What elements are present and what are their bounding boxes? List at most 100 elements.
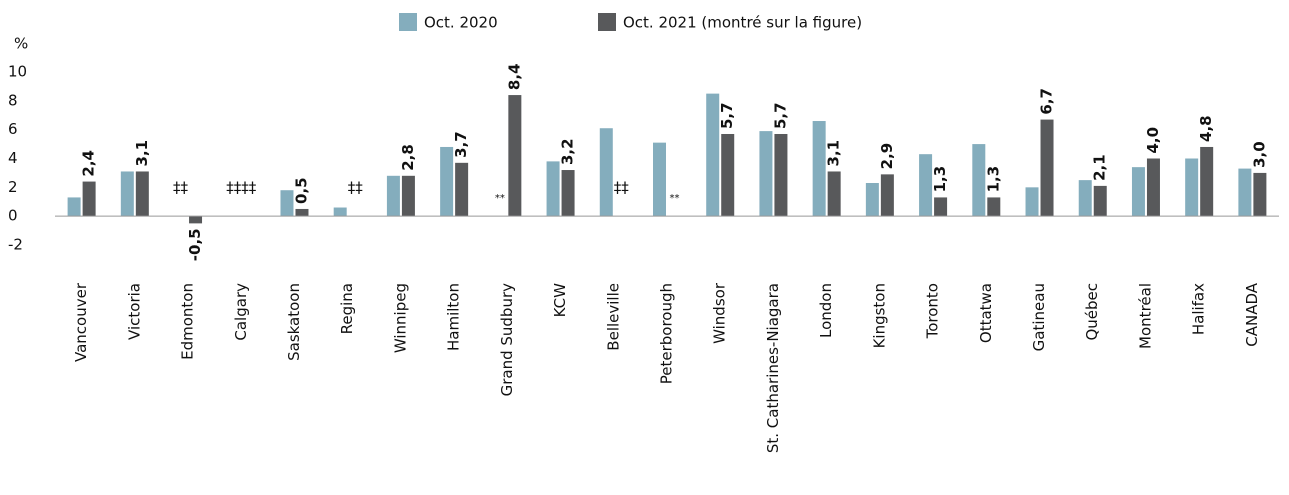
bar [972,144,986,217]
x-tick-label: Calgary [232,283,250,341]
value-label: 3,0 [1250,141,1268,168]
bar [827,171,841,217]
bar [1253,172,1267,217]
bar [401,175,415,217]
bar [1200,146,1214,217]
x-tick-label: Regina [338,283,356,334]
bar [135,171,149,217]
bar [865,183,879,217]
x-tick-label: Kingston [870,283,888,348]
missing-marker: ‡‡ [241,179,257,197]
x-tick-label: Québec [1083,283,1101,341]
x-tick-label: St. Catharines-Niagara [764,283,782,453]
y-tick-label: -2 [8,236,23,254]
value-label: 2,9 [878,143,896,170]
bar [1131,167,1145,217]
x-tick-label: Halifax [1190,283,1208,335]
legend-swatch [598,13,616,31]
x-tick-label: London [817,283,835,338]
value-label: 3,1 [825,140,843,167]
bar [280,190,294,217]
value-label: 2,4 [80,150,98,177]
legend-label: Oct. 2021 (montré sur la figure) [623,14,862,32]
value-label: 0,5 [292,177,310,204]
value-label: 4,0 [1144,127,1162,154]
bar [1025,187,1039,217]
bar [386,175,400,217]
bar [333,207,347,217]
bar [759,131,773,217]
y-axis-label: % [14,35,28,53]
value-label: 1,3 [931,166,949,193]
value-label: 2,8 [399,144,417,171]
value-label: 5,7 [718,102,736,129]
legend-swatch [399,13,417,31]
x-tick-label: Belleville [604,283,622,351]
value-label: 1,3 [984,166,1002,193]
bar [774,133,788,217]
value-label: 2,1 [1091,154,1109,181]
bar [934,197,948,217]
bar [653,142,666,217]
value-label: 8,4 [505,63,523,90]
missing-marker: ‡‡ [226,179,242,197]
value-label: 6,7 [1038,88,1056,115]
y-tick-label: 0 [8,207,18,225]
bar [721,133,735,217]
bar [1185,158,1199,217]
x-tick-label: Grand Sudbury [498,283,516,397]
bar [67,197,81,217]
bar [880,174,894,217]
x-tick-label: Saskatoon [285,283,303,361]
bar [561,170,575,217]
bar [1093,185,1107,217]
x-tick-label: KCW [551,283,569,317]
y-tick-label: 8 [8,91,18,109]
bar [546,161,560,217]
x-tick-label: Victoria [125,283,143,340]
legend-label: Oct. 2020 [424,14,498,32]
bar [599,128,613,217]
x-tick-label: Edmonton [179,283,197,360]
missing-marker: ‡‡ [173,179,189,197]
x-tick-label: Winnipeg [391,283,409,353]
bar [455,162,469,217]
bar [919,154,933,217]
x-tick-label: Windsor [711,282,729,344]
bar [120,171,134,217]
bar [812,121,826,217]
y-tick-label: 10 [8,63,27,81]
missing-marker: ** [670,193,680,204]
x-tick-label: Montréal [1136,283,1154,349]
bar [1078,180,1092,217]
x-tick-label: Hamilton [445,283,463,351]
value-label: 3,2 [559,138,577,165]
bar [987,197,1001,217]
missing-marker: ** [495,193,505,204]
bar [189,216,203,224]
x-tick-label: Toronto [924,283,942,339]
bar [440,146,454,217]
missing-marker: ‡‡ [614,179,630,197]
value-label: 4,8 [1197,115,1215,142]
bar [1238,168,1252,217]
x-tick-label: CANADA [1243,282,1261,347]
y-tick-label: 4 [8,149,18,167]
bar [1146,158,1160,217]
value-label: 3,1 [133,140,151,167]
value-label: -0,5 [186,228,204,261]
missing-marker: ‡‡ [348,179,364,197]
bar [82,181,96,217]
y-tick-label: 6 [8,120,18,138]
y-tick-label: 2 [8,178,18,196]
bar [706,93,720,217]
bar [1040,119,1054,217]
bar [508,95,522,217]
bar [295,208,309,217]
x-tick-label: Peterborough [658,283,676,384]
value-label: 5,7 [771,102,789,129]
x-tick-label: Gatineau [1030,283,1048,351]
value-label: 3,7 [452,131,470,158]
x-tick-label: Vancouver [72,282,90,362]
